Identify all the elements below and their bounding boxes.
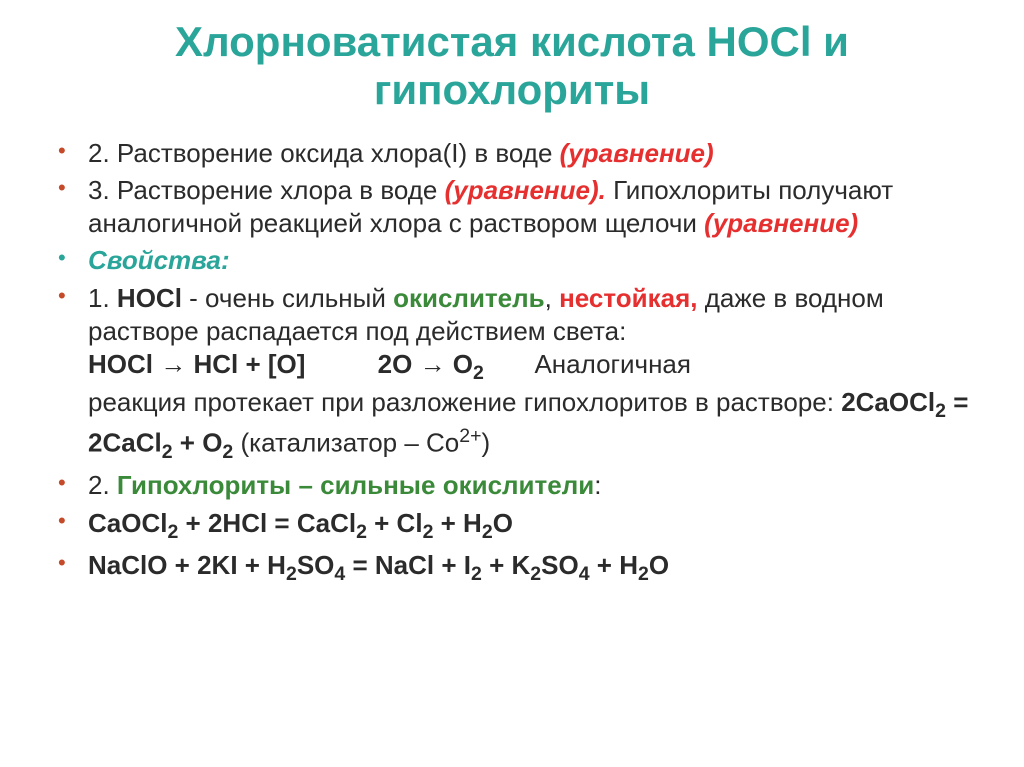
subscript: 2 (356, 521, 367, 543)
subscript: 2 (473, 362, 484, 384)
list-item: 2. Гипохлориты – сильные окислители: (50, 469, 984, 502)
text: ) (482, 428, 491, 458)
text-red: нестойкая, (559, 283, 697, 313)
equation: + H (433, 508, 481, 538)
equation: CaOCl (88, 508, 167, 538)
equation: + H (590, 550, 638, 580)
subscript: 2 (530, 563, 541, 585)
subscript: 2 (638, 563, 649, 585)
equation: HOCl → HCl + [O] (88, 349, 305, 379)
text: , (545, 283, 559, 313)
text: - очень сильный (182, 283, 393, 313)
text-teal: Свойства: (88, 245, 230, 275)
text-green: окислитель (393, 283, 545, 313)
gap (305, 349, 377, 379)
title-line-1: Хлорноватистая кислота HOCl и (175, 18, 849, 65)
equation: 2CaOCl (841, 387, 935, 417)
text-bold: HOCl (117, 283, 182, 313)
equation: = NaCl + I (345, 550, 471, 580)
subscript: 4 (334, 563, 345, 585)
subscript: 2 (286, 563, 297, 585)
superscript: 2+ (459, 425, 481, 447)
equation: + 2HCl = CaCl (178, 508, 356, 538)
list-item: Свойства: (50, 244, 984, 277)
text: (катализатор – Co (233, 428, 459, 458)
list-item: 3. Растворение хлора в воде (уравнение).… (50, 174, 984, 241)
text: 1. (88, 283, 117, 313)
subscript: 2 (162, 441, 173, 463)
list-item: NaClO + 2KI + H2SO4 = NaCl + I2 + K2SO4 … (50, 549, 984, 587)
equation: NaClO + 2KI + H (88, 550, 286, 580)
subscript: 2 (482, 521, 493, 543)
text: 3. Растворение хлора в воде (88, 175, 445, 205)
equation: 2O → O (378, 349, 473, 379)
equation: + O (173, 428, 223, 458)
equation: O (493, 508, 513, 538)
equation: SO (297, 550, 335, 580)
equation: SO (541, 550, 579, 580)
list-item: 1. HOCl - очень сильный окислитель, нест… (50, 282, 984, 466)
text: 2. Растворение оксида хлора(I) в воде (88, 138, 560, 168)
text: реакция протекает при разложение гипохло… (88, 387, 841, 417)
list-item: 2. Растворение оксида хлора(I) в воде (у… (50, 137, 984, 170)
text-red: (уравнение) (560, 138, 714, 168)
subscript: 2 (935, 401, 946, 423)
text: 2. (88, 470, 117, 500)
subscript: 2 (423, 521, 434, 543)
content-list: 2. Растворение оксида хлора(I) в воде (у… (40, 137, 984, 587)
subscript: 2 (167, 521, 178, 543)
text-red: (уравнение). (445, 175, 613, 205)
text-green: Гипохлориты – сильные окислители (117, 470, 594, 500)
text: : (594, 470, 601, 500)
equation: + K (482, 550, 530, 580)
slide-title: Хлорноватистая кислота HOCl и гипохлорит… (40, 18, 984, 115)
equation: O (649, 550, 669, 580)
subscript: 2 (222, 441, 233, 463)
subscript: 2 (471, 563, 482, 585)
title-line-2: гипохлориты (374, 66, 650, 113)
subscript: 4 (579, 563, 590, 585)
equation: + Cl (367, 508, 423, 538)
text-red: (уравнение) (704, 208, 858, 238)
text: Аналогичная (484, 349, 691, 379)
list-item: CaOCl2 + 2HCl = CaCl2 + Cl2 + H2O (50, 507, 984, 545)
